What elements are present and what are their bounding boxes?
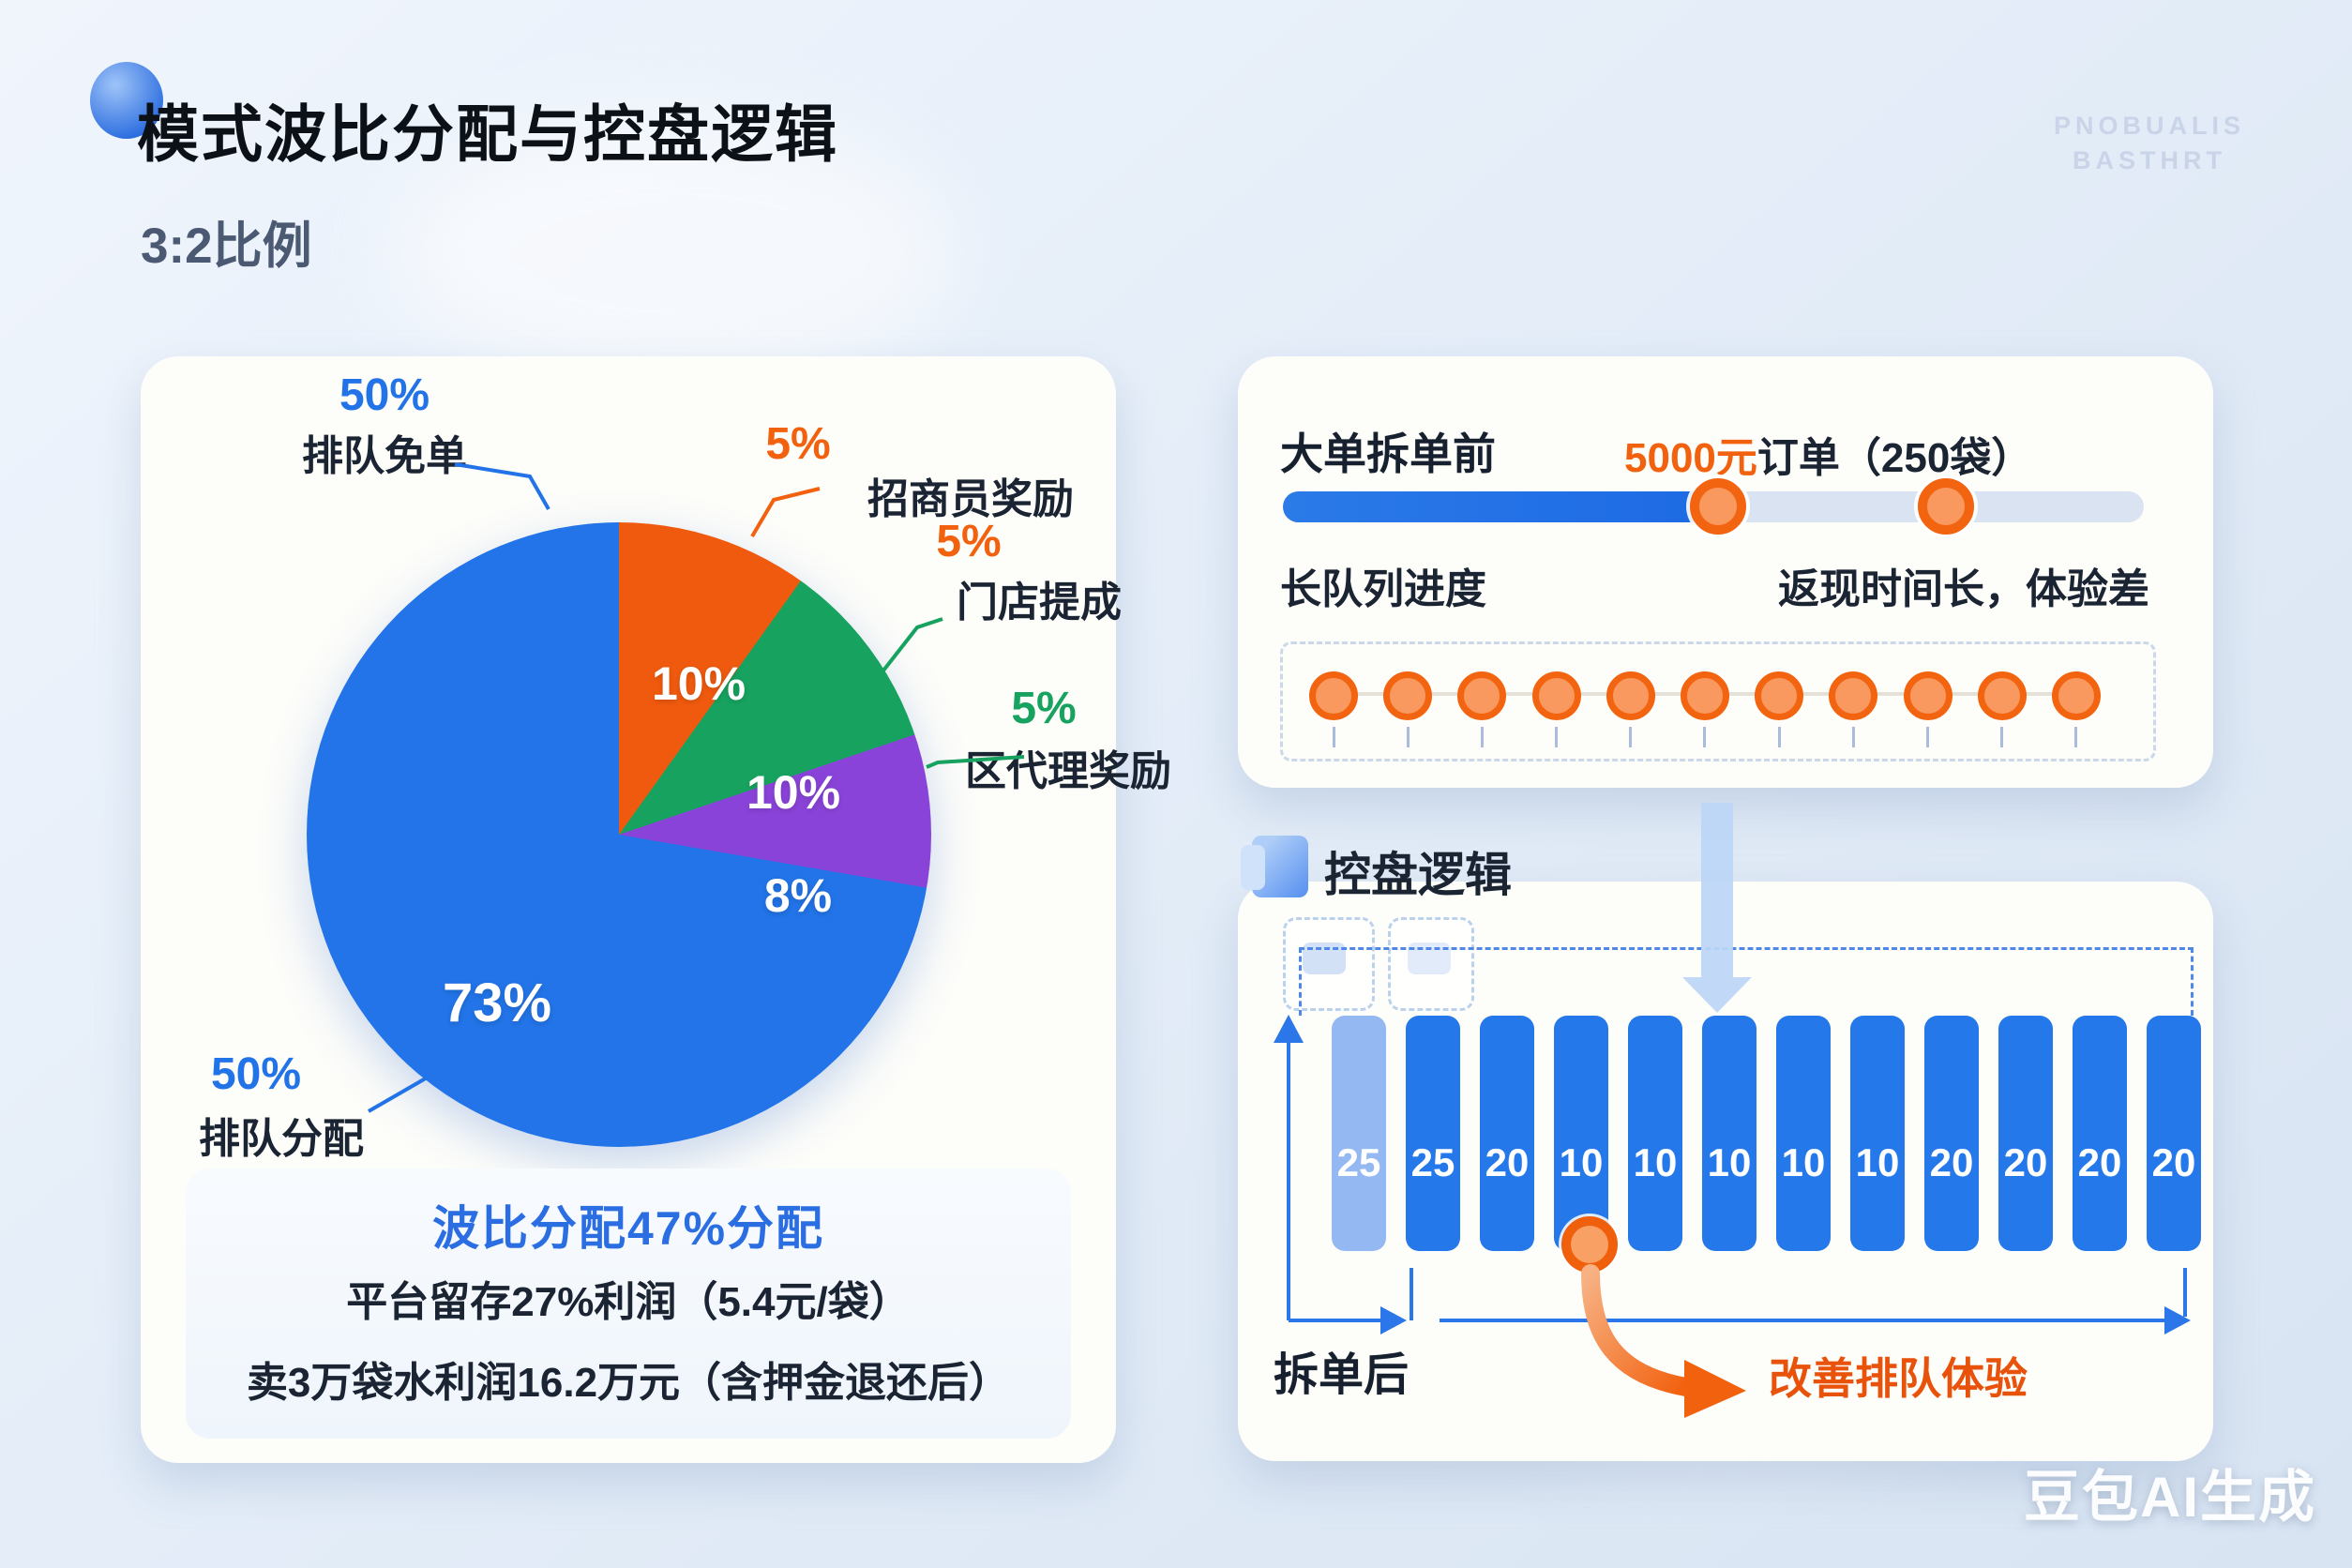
queue-dot [1829, 671, 1878, 747]
summary-panel [186, 1168, 1071, 1439]
summary-line-platform-profit: 平台留存27%利润（5.4元/袋） [346, 1279, 911, 1325]
queue-bar: 10 [1702, 1016, 1756, 1251]
pie-chart [307, 522, 931, 1147]
order-progress-fill [1283, 491, 1718, 522]
caption-slow-cashback: 返现时间长，体验差 [1778, 566, 2149, 612]
callout-label-recruiter: 招商员奖励 [867, 476, 1074, 522]
queue-dashed-box [1280, 641, 2156, 761]
queue-bar: 20 [1998, 1016, 2053, 1251]
top-watermark-line1: PNOBUALIS [2054, 112, 2246, 140]
queue-dot [1977, 671, 2027, 747]
bottom-watermark: 豆包AI生成 [2024, 1466, 2316, 1529]
after-split-label: 拆单后 [1274, 1350, 1410, 1400]
pie-slice-value-orange: 10% [651, 657, 746, 710]
callout-label-queue-free: 排队免单 [302, 433, 467, 479]
progress-marker [1689, 478, 1746, 535]
queue-dot [1457, 671, 1507, 747]
queue-bars: 25 25 20 10 10 10 10 10 20 20 20 20 [1332, 1016, 2201, 1251]
queue-bar: 25 [1332, 1016, 1386, 1251]
queue-bar: 20 [1924, 1016, 1979, 1251]
summary-heading: 波比分配47%分配 [431, 1202, 825, 1255]
split-point-marker [1561, 1216, 1618, 1273]
queue-dot [1903, 671, 1952, 747]
callout-label-agent: 区代理奖励 [965, 748, 1171, 794]
queue-dot [1755, 671, 1804, 747]
split-before-title: 大单拆单前 [1280, 430, 1496, 478]
page-title: 模式波比分配与控盘逻辑 [137, 99, 838, 169]
improve-experience-label: 改善排队体验 [1769, 1354, 2028, 1403]
queue-dot [1383, 671, 1433, 747]
summary-line-total-profit: 卖3万袋水利润16.2万元（含押金退还后） [246, 1360, 1011, 1406]
callout-pct-queue-free: 50% [339, 370, 430, 420]
queue-bar: 20 [2073, 1016, 2127, 1251]
queue-dot [1309, 671, 1358, 747]
queue-bar: 10 [1776, 1016, 1831, 1251]
queue-bar: 25 [1406, 1016, 1460, 1251]
queue-bar: 10 [1850, 1016, 1905, 1251]
callout-pct-recruiter: 5% [765, 419, 831, 469]
queue-bar: 10 [1554, 1016, 1608, 1251]
queue-dot [2051, 671, 2101, 747]
order-line: 5000元订单（250袋） [1624, 424, 2032, 484]
callout-label-store: 门店提成 [957, 580, 1122, 626]
control-section-title: 控盘逻辑 [1324, 849, 1512, 901]
order-progress-bar [1283, 478, 2144, 535]
caption-long-queue: 长队列进度 [1280, 566, 1486, 612]
title-dot-icon [90, 62, 163, 139]
queue-bar: 10 [1628, 1016, 1682, 1251]
progress-marker [1917, 478, 1974, 535]
background-blob [394, 113, 957, 394]
ghost-icon-box-2 [1388, 917, 1474, 1011]
pie-slice-value-blue: 73% [442, 972, 552, 1033]
callout-pct-queue-alloc: 50% [210, 1049, 302, 1099]
top-watermark: PNOBUALIS BASTHRT [2054, 109, 2245, 178]
order-amount: 5000元 [1624, 435, 1757, 481]
pie-slice-value-green: 10% [746, 766, 841, 819]
queue-dot [1680, 671, 1729, 747]
callout-label-queue-alloc: 排队分配 [199, 1116, 364, 1162]
pie-slice-value-purple: 8% [763, 869, 833, 922]
bookmark-icon [1241, 836, 1308, 897]
callout-pct-store: 5% [936, 517, 1002, 566]
queue-dot [1531, 671, 1581, 747]
queue-dot [1606, 671, 1655, 747]
split-target-dashed-rect [1299, 947, 2194, 1016]
page-subtitle: 3:2比例 [141, 219, 312, 274]
queue-dots [1309, 671, 2101, 747]
queue-bar: 20 [2147, 1016, 2201, 1251]
callout-pct-agent: 5% [1011, 684, 1077, 733]
queue-bar: 20 [1480, 1016, 1534, 1251]
top-watermark-line2: BASTHRT [2073, 146, 2226, 174]
order-suffix: 订单（250袋） [1756, 435, 2033, 481]
